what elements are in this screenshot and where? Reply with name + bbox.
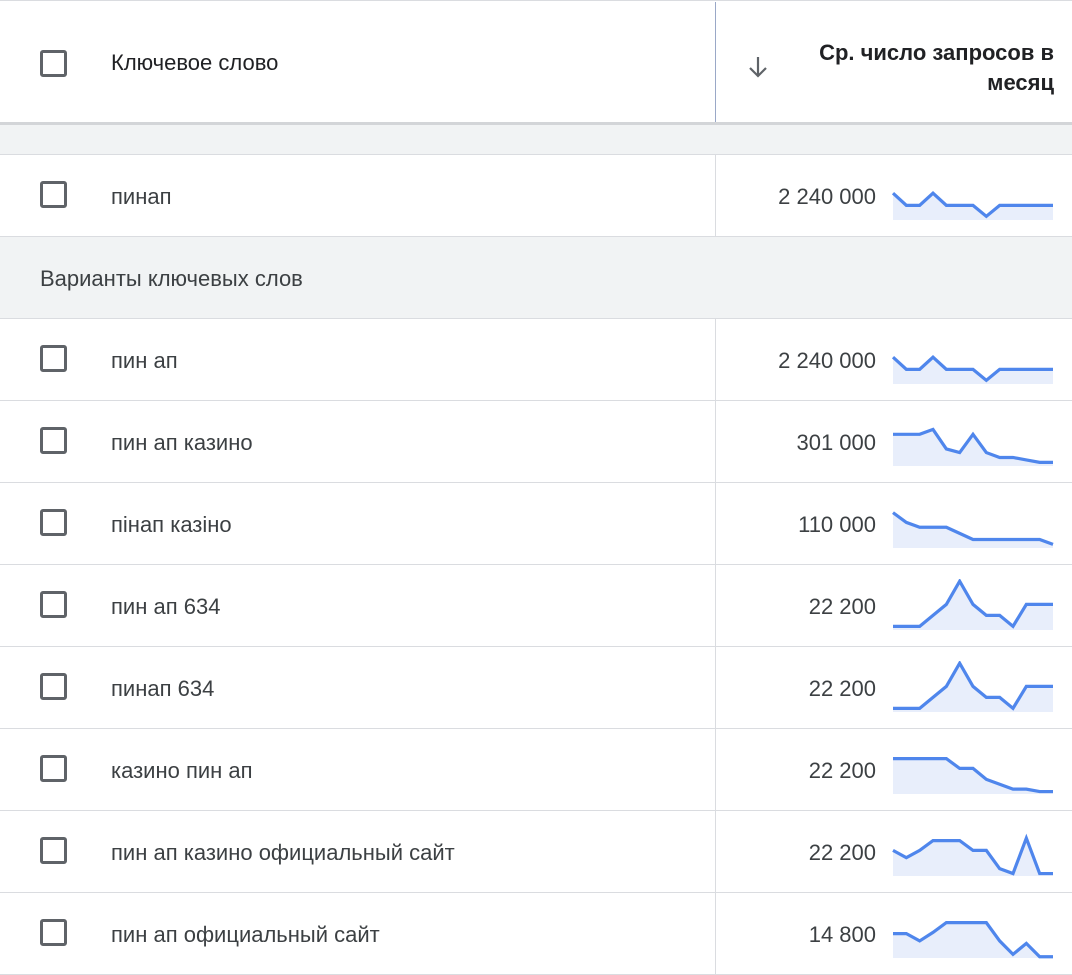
table-row[interactable]: пінап казіно 110 000 [0,483,1072,565]
column-divider [715,729,716,811]
row-checkbox[interactable] [40,591,67,618]
column-divider [715,811,716,893]
volume-header-line2: месяц [987,70,1054,95]
table-row[interactable]: казино пин ап 22 200 [0,729,1072,811]
avg-monthly-searches-value: 14 800 [808,922,876,947]
avg-monthly-searches-value: 22 200 [808,594,876,619]
select-all-checkbox[interactable] [40,50,67,77]
trend-sparkline[interactable] [892,169,1054,221]
column-divider [715,155,716,237]
avg-monthly-searches-value: 2 240 000 [778,184,876,209]
keyword-text[interactable]: пінап казіно [111,512,232,537]
row-checkbox[interactable] [40,837,67,864]
row-checkbox[interactable] [40,755,67,782]
row-checkbox[interactable] [40,919,67,946]
column-divider [715,483,716,565]
sparkline-line [893,427,1053,464]
column-divider [715,647,716,729]
keyword-text[interactable]: пинап [111,184,172,209]
sparkline-line [893,921,1053,959]
keyword-text[interactable]: казино пин ап [111,758,253,783]
trend-sparkline[interactable] [892,333,1054,385]
trend-sparkline[interactable] [892,907,1054,959]
sparkline-line [892,355,1053,383]
keyword-text[interactable]: пинап 634 [111,676,215,701]
header-shadow [0,122,1072,125]
volume-header-line1: Ср. число запросов в [819,40,1054,65]
keyword-text[interactable]: пин ап казино официальный сайт [111,840,455,865]
column-divider [715,401,716,483]
avg-monthly-searches-value: 2 240 000 [778,348,876,373]
header-column-divider [715,2,716,123]
table-header: Ключевое слово Ср. число запросов в меся… [0,2,1072,123]
sparkline-line [892,511,1054,546]
trend-sparkline[interactable] [892,415,1054,467]
trend-sparkline[interactable] [892,661,1054,713]
section-label: Варианты ключевых слов [40,266,303,291]
table-row[interactable]: пин ап казино официальный сайт 22 200 [0,811,1072,893]
trend-sparkline[interactable] [892,743,1054,795]
table-row[interactable]: пин ап 2 240 000 [0,319,1072,401]
section-spacer [0,125,1072,155]
column-divider [715,319,716,401]
trend-sparkline[interactable] [892,579,1054,631]
trend-sparkline[interactable] [892,497,1054,549]
sparkline-area [893,922,1053,958]
keyword-text[interactable]: пин ап 634 [111,594,221,619]
top-border [0,0,1072,1]
sparkline-line [892,833,1053,876]
avg-monthly-searches-value: 301 000 [796,430,876,455]
avg-monthly-searches-value: 22 200 [808,676,876,701]
table-row[interactable]: пин ап официальный сайт 14 800 [0,893,1072,975]
row-checkbox[interactable] [40,673,67,700]
avg-monthly-searches-value: 22 200 [808,840,876,865]
column-divider [715,893,716,975]
sparkline-line [893,579,1053,629]
keyword-text[interactable]: пин ап казино [111,430,253,455]
sparkline-area [893,838,1053,876]
table-row[interactable]: пинап 2 240 000 [0,155,1072,237]
sort-down-arrow-icon[interactable] [746,54,770,80]
avg-monthly-searches-column-header[interactable]: Ср. число запросов в месяц [794,38,1054,98]
table-row[interactable]: пин ап 634 22 200 [0,565,1072,647]
sparkline-area [893,758,1053,794]
sparkline-line [893,757,1053,794]
sparkline-line [893,661,1053,711]
keyword-text[interactable]: пин ап официальный сайт [111,922,380,947]
row-checkbox[interactable] [40,181,67,208]
avg-monthly-searches-value: 110 000 [798,512,876,537]
sparkline-line [892,191,1053,219]
row-checkbox[interactable] [40,509,67,536]
table-row[interactable]: пинап 634 22 200 [0,647,1072,729]
column-divider [715,565,716,647]
avg-monthly-searches-value: 22 200 [808,758,876,783]
sparkline-area [893,429,1053,466]
keyword-variants-section: Варианты ключевых слов [0,237,1072,319]
keyword-text[interactable]: пин ап [111,348,178,373]
row-checkbox[interactable] [40,427,67,454]
row-checkbox[interactable] [40,345,67,372]
trend-sparkline[interactable] [892,825,1054,877]
keyword-column-header[interactable]: Ключевое слово [111,50,279,75]
table-row[interactable]: пин ап казино 301 000 [0,401,1072,483]
sparkline-area [893,512,1053,548]
